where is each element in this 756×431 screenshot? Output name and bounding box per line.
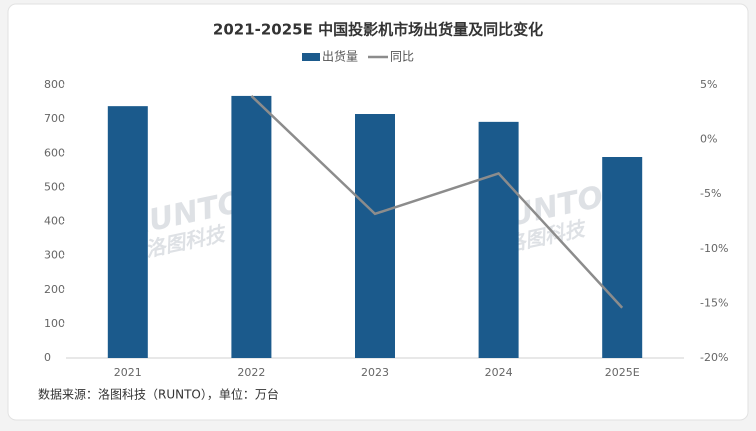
bar <box>602 157 643 358</box>
y-tick-label: 100 <box>44 317 65 330</box>
y-tick-label: 800 <box>44 78 65 91</box>
source-note: 数据来源：洛图科技（RUNTO），单位：万台 <box>38 387 279 402</box>
y2-tick-label: -5% <box>700 187 721 200</box>
bar <box>107 106 148 358</box>
chart-title: 2021-2025E 中国投影机市场出货量及同比变化 <box>213 21 543 39</box>
y-tick-label: 600 <box>44 146 65 159</box>
y-tick-label: 500 <box>44 180 65 193</box>
y2-tick-label: -10% <box>700 242 728 255</box>
bar <box>355 114 395 358</box>
legend-label: 出货量 <box>322 49 358 64</box>
y-tick-label: 0 <box>44 351 51 364</box>
x-tick-label: 2022 <box>237 366 265 379</box>
line <box>250 95 624 309</box>
legend-label: 同比 <box>390 50 414 64</box>
x-tick-label: 2023 <box>361 366 389 379</box>
bar <box>478 121 519 358</box>
x-tick-label: 2021 <box>114 366 142 379</box>
y-tick-label: 300 <box>44 249 65 262</box>
y-tick-label: 400 <box>44 215 65 228</box>
x-tick-label: 2024 <box>485 366 513 379</box>
y2-tick-label: 5% <box>700 78 717 91</box>
legend-swatch <box>302 53 320 61</box>
y-tick-label: 200 <box>44 283 65 296</box>
x-tick-label: 2025E <box>605 366 640 379</box>
bar <box>231 95 272 359</box>
y2-tick-label: -15% <box>700 296 728 309</box>
y-tick-label: 700 <box>44 112 65 125</box>
y2-tick-label: 0% <box>700 133 717 146</box>
y2-tick-label: -20% <box>700 351 728 364</box>
